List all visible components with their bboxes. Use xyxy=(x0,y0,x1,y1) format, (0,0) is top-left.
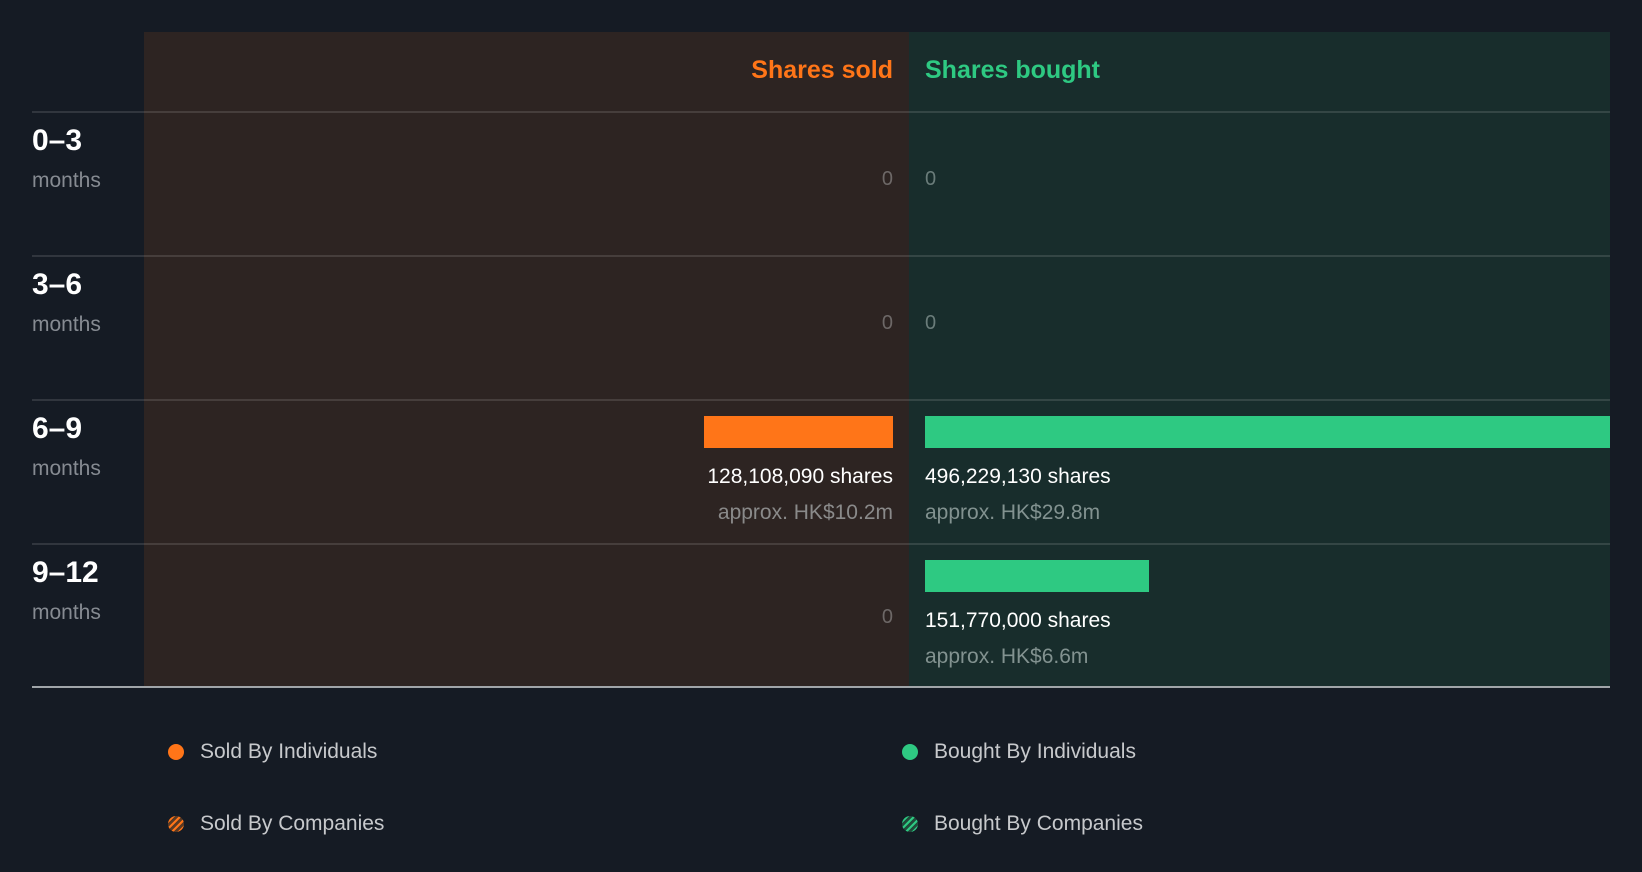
sold-value: 0 xyxy=(881,312,893,334)
divider xyxy=(32,399,1610,401)
divider xyxy=(32,543,1610,545)
legend-label: Sold By Companies xyxy=(200,812,385,835)
legend-label: Sold By Individuals xyxy=(200,740,378,763)
shares-bought-header: Shares bought xyxy=(925,56,1101,84)
period-label: 6–9 xyxy=(32,412,83,445)
legend-sold-companies[interactable]: Sold By Companies xyxy=(168,812,384,836)
sold-shares: 128,108,090 shares xyxy=(707,465,893,488)
sold-value: 0 xyxy=(881,606,893,628)
period-row: 9–12 months 0 151,770,000 shares approx.… xyxy=(0,544,1642,688)
period-unit: months xyxy=(32,169,101,192)
bought-approx-value: approx. HK$29.8m xyxy=(925,501,1101,524)
period-label: 0–3 xyxy=(32,124,83,157)
period-row: 6–9 months 128,108,090 shares approx. HK… xyxy=(0,400,1642,544)
sold-value: 0 xyxy=(881,168,893,190)
bought-shares: 151,770,000 shares xyxy=(925,609,1111,632)
divider xyxy=(32,255,1610,257)
orange-striped-dot-icon xyxy=(168,816,184,832)
bought-shares: 496,229,130 shares xyxy=(925,465,1111,488)
bought-value: 0 xyxy=(925,312,937,334)
legend-bought-individuals[interactable]: Bought By Individuals xyxy=(902,740,1136,764)
legend-bought-companies[interactable]: Bought By Companies xyxy=(902,812,1143,836)
sold-approx-value: approx. HK$10.2m xyxy=(717,501,893,524)
legend-sold-individuals[interactable]: Sold By Individuals xyxy=(168,740,377,764)
period-row: 3–6 months 0 0 xyxy=(0,256,1642,400)
legend-label: Bought By Companies xyxy=(934,812,1143,835)
period-unit: months xyxy=(32,601,101,624)
bought-value: 0 xyxy=(925,168,937,190)
sold-panel xyxy=(144,32,909,687)
bought-bar[interactable] xyxy=(925,416,1610,448)
sold-bar[interactable] xyxy=(704,416,893,448)
divider xyxy=(32,111,1610,113)
period-label: 9–12 xyxy=(32,556,99,589)
period-label: 3–6 xyxy=(32,268,83,301)
period-unit: months xyxy=(32,457,101,480)
orange-dot-icon xyxy=(168,744,184,760)
green-dot-icon xyxy=(902,744,918,760)
chart-axis xyxy=(32,686,1610,688)
shares-sold-header: Shares sold xyxy=(751,56,893,84)
legend-label: Bought By Individuals xyxy=(934,740,1136,763)
bought-approx-value: approx. HK$6.6m xyxy=(925,645,1089,668)
bought-bar[interactable] xyxy=(925,560,1149,592)
period-row: 0–3 months 0 0 xyxy=(0,112,1642,256)
green-striped-dot-icon xyxy=(902,816,918,832)
period-unit: months xyxy=(32,313,101,336)
